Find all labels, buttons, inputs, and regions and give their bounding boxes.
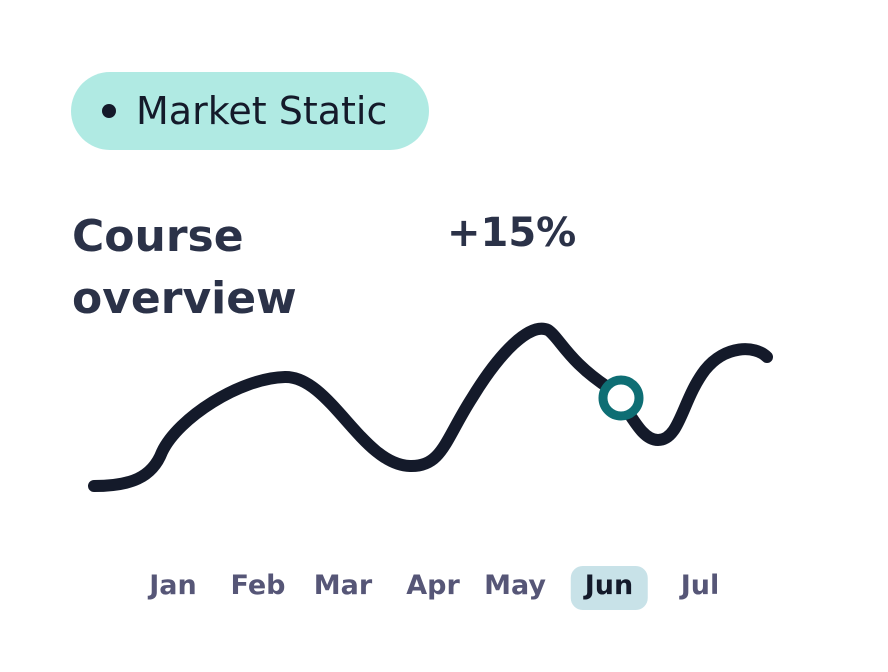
- month-tick-may[interactable]: May: [484, 570, 546, 601]
- month-tick-apr[interactable]: Apr: [406, 570, 460, 601]
- month-tick-feb[interactable]: Feb: [230, 570, 286, 601]
- dot-icon: [102, 104, 116, 118]
- badge-label: Market Static: [136, 89, 388, 133]
- market-static-badge[interactable]: Market Static: [71, 72, 429, 150]
- change-value: +15%: [447, 210, 577, 256]
- month-tick-jan[interactable]: Jan: [149, 570, 197, 601]
- card-title: Course overview: [72, 211, 297, 324]
- series-line: [88, 322, 773, 492]
- month-tick-jul[interactable]: Jul: [680, 570, 720, 601]
- month-tick-mar[interactable]: Mar: [313, 570, 373, 601]
- month-tick-jun[interactable]: Jun: [570, 566, 648, 610]
- highlight-marker[interactable]: [598, 375, 644, 421]
